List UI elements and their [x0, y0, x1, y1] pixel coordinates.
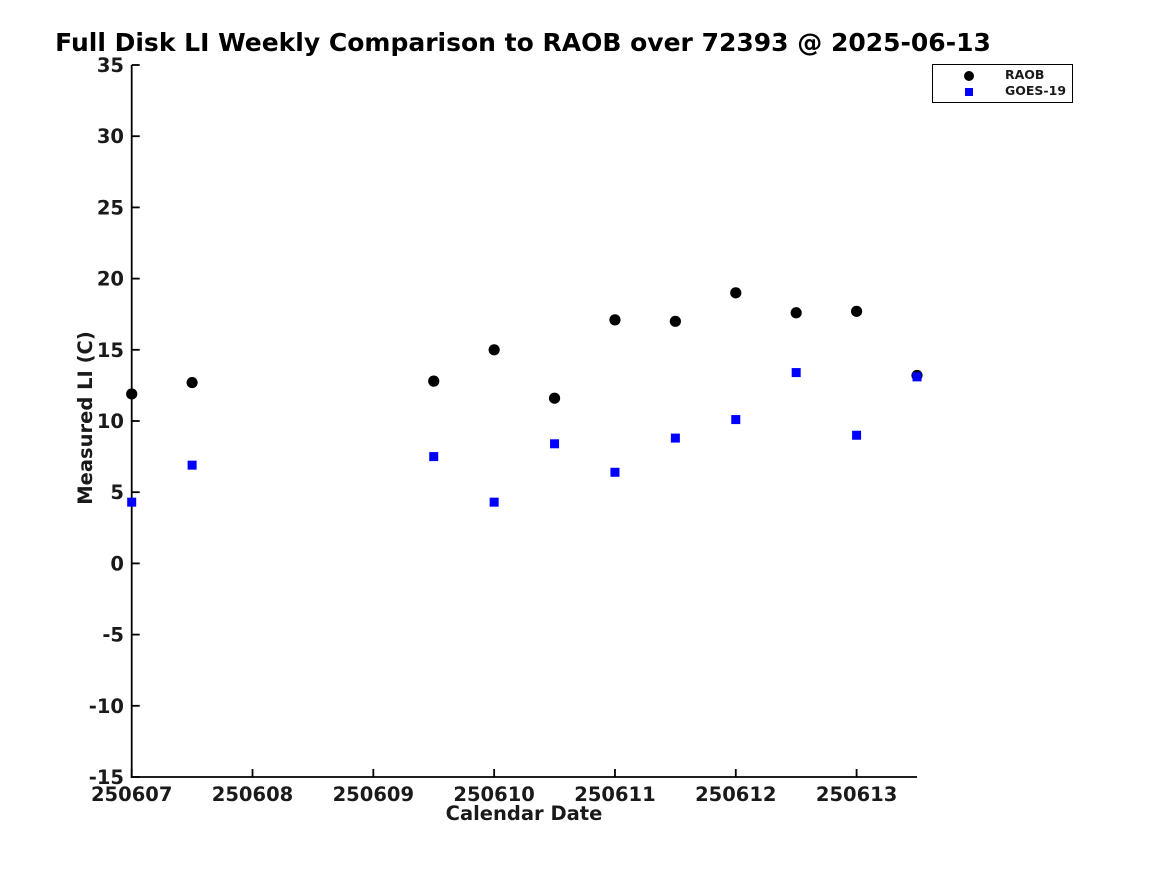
x-tick-label: 250612	[695, 783, 776, 806]
goes19-square-marker-icon	[965, 87, 973, 96]
legend-entry-raob: RAOB	[933, 68, 1072, 84]
y-tick-label: 20	[97, 268, 124, 291]
x-tick-label: 250613	[816, 783, 897, 806]
y-tick-label: 25	[97, 196, 124, 219]
data-point-goes-19	[429, 452, 439, 462]
data-point-raob	[790, 307, 802, 319]
y-tick-label: -15	[89, 766, 124, 789]
data-point-goes-19	[127, 497, 137, 507]
x-axis-label: Calendar Date	[446, 802, 603, 825]
data-point-raob	[609, 314, 621, 326]
y-tick-label: 15	[97, 339, 124, 362]
data-point-raob	[548, 392, 561, 404]
x-tick-label: 250610	[453, 783, 534, 806]
y-tick-label: 0	[110, 552, 124, 575]
y-tick-label: 5	[110, 481, 124, 504]
y-tick-label: -5	[102, 624, 124, 647]
data-point-raob	[730, 287, 742, 299]
y-axis-label: Measured LI (C)	[74, 331, 97, 504]
data-point-raob	[669, 315, 681, 327]
data-point-goes-19	[489, 497, 499, 507]
legend-entry-goes19: GOES-19	[933, 84, 1072, 100]
y-tick-label: 35	[97, 54, 124, 77]
legend-label-raob: RAOB	[1005, 67, 1045, 83]
legend: RAOB GOES-19	[932, 64, 1073, 103]
data-point-raob	[186, 376, 198, 389]
x-tick-label: 250609	[333, 783, 414, 806]
legend-marker-cell	[933, 87, 1005, 96]
data-point-goes-19	[852, 430, 862, 440]
x-tick-label: 250607	[91, 783, 172, 806]
data-point-goes-19	[550, 439, 560, 449]
y-tick-label: 10	[97, 410, 124, 433]
raob-circle-marker-icon	[964, 70, 974, 81]
data-point-raob	[428, 375, 440, 387]
data-points	[126, 287, 923, 507]
data-point-goes-19	[670, 433, 680, 443]
legend-label-goes19: GOES-19	[1005, 83, 1067, 99]
y-tick-label: -10	[89, 695, 124, 718]
data-point-goes-19	[187, 460, 197, 470]
chart-title: Full Disk LI Weekly Comparison to RAOB o…	[55, 28, 991, 57]
data-point-raob	[488, 344, 500, 356]
x-tick-label: 250611	[574, 783, 655, 806]
data-point-goes-19	[610, 467, 620, 477]
data-point-goes-19	[912, 372, 922, 382]
data-point-goes-19	[791, 368, 801, 378]
data-point-raob	[850, 305, 863, 317]
data-point-goes-19	[731, 415, 741, 425]
axes	[130, 64, 917, 778]
y-tick-label: 30	[97, 125, 124, 148]
legend-marker-cell	[933, 70, 1005, 81]
data-point-raob	[126, 388, 138, 400]
x-tick-label: 250608	[212, 783, 293, 806]
